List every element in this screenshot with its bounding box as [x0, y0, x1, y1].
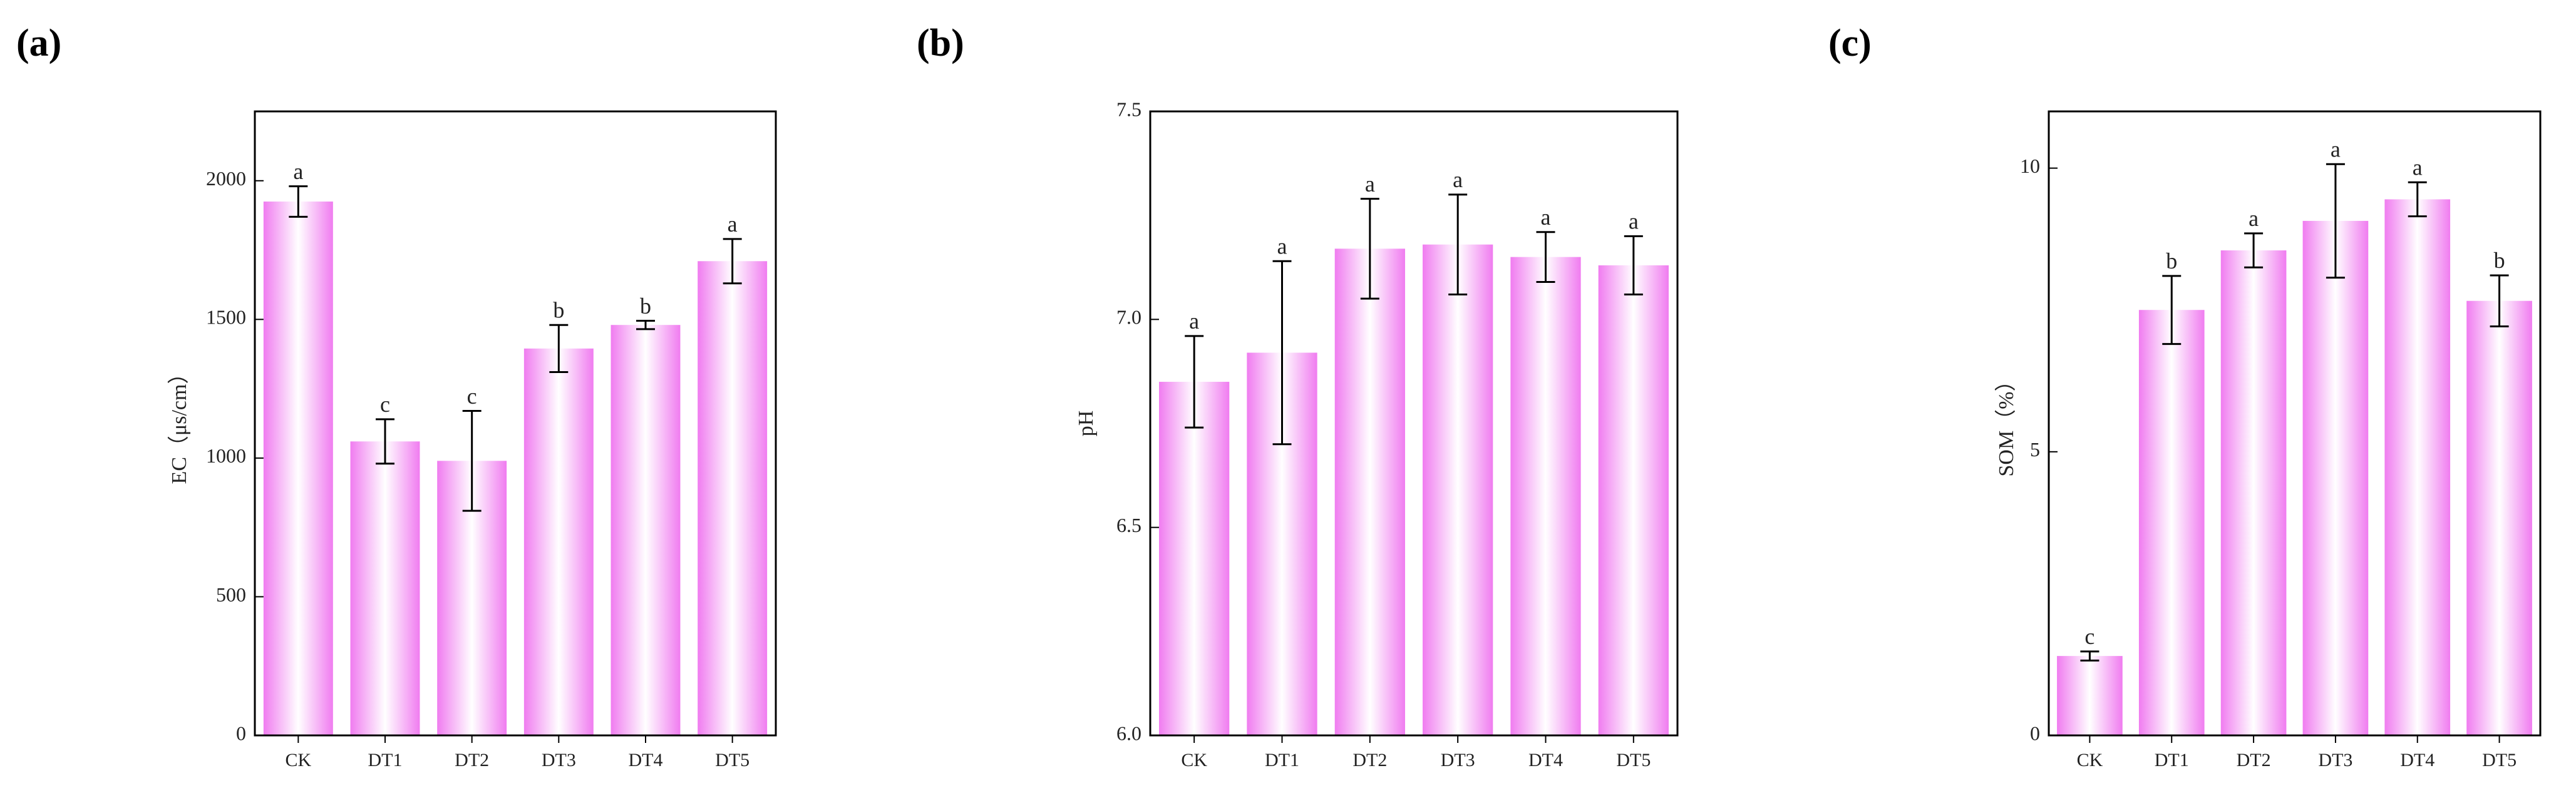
- plot-frame: [2048, 110, 2542, 737]
- y-tick-label: 0: [236, 722, 246, 744]
- x-tick-label: DT1: [1265, 750, 1299, 770]
- x-tick-label: DT2: [1352, 750, 1387, 770]
- plot-frame: [1149, 110, 1679, 737]
- significance-label: a: [1453, 167, 1463, 192]
- significance-label: a: [728, 212, 738, 237]
- bar: [1598, 265, 1669, 736]
- x-tick-label: CK: [2077, 750, 2103, 770]
- bar: [2138, 310, 2205, 735]
- bar: [2466, 300, 2532, 735]
- significance-label: c: [380, 392, 390, 417]
- x-tick-label: DT3: [542, 750, 576, 770]
- significance-label: a: [1189, 309, 1199, 334]
- x-tick-label: DT3: [2318, 750, 2352, 770]
- y-tick-label: 6.5: [1116, 514, 1141, 536]
- y-tick-label: 7.5: [1116, 98, 1141, 120]
- bar: [523, 348, 594, 735]
- bar: [2057, 656, 2123, 735]
- y-tick-label: 1000: [206, 444, 246, 467]
- x-tick-label: DT4: [629, 750, 663, 770]
- y-axis-label: EC（μs/cm）: [167, 363, 191, 484]
- significance-label: b: [2166, 248, 2177, 274]
- y-tick-label: 2000: [206, 167, 246, 190]
- y-tick-label: 7.0: [1116, 306, 1141, 329]
- significance-label: b: [2494, 248, 2505, 273]
- bar: [2302, 220, 2369, 735]
- significance-label: a: [1277, 234, 1287, 259]
- bar: [263, 202, 333, 735]
- panel-label: (b): [917, 22, 964, 64]
- x-tick-label: DT4: [2400, 750, 2434, 770]
- bar: [1423, 244, 1493, 735]
- y-tick-label: 500: [216, 583, 246, 606]
- x-tick-label: DT5: [715, 750, 750, 770]
- x-tick-label: CK: [285, 750, 311, 770]
- y-axis-label: pH: [1074, 411, 1098, 437]
- significance-label: a: [2331, 137, 2341, 162]
- x-tick-label: DT1: [2155, 750, 2189, 770]
- panel-label: (c): [1828, 22, 1872, 64]
- x-tick-label: DT2: [2237, 750, 2271, 770]
- plot-frame: [254, 110, 777, 737]
- significance-label: a: [2413, 155, 2423, 180]
- bar: [611, 325, 681, 735]
- x-tick-label: DT5: [1616, 750, 1651, 770]
- x-tick-label: DT4: [1528, 750, 1563, 770]
- y-tick-label: 1500: [206, 306, 246, 329]
- bar: [698, 261, 768, 735]
- x-tick-label: CK: [1181, 750, 1207, 770]
- bar: [2384, 199, 2451, 736]
- y-tick-label: 6.0: [1116, 722, 1141, 744]
- x-tick-label: DT2: [455, 750, 489, 770]
- bar: [2220, 250, 2287, 735]
- panel-label: (a): [16, 22, 61, 64]
- significance-label: a: [1365, 171, 1375, 197]
- significance-label: a: [1629, 209, 1639, 234]
- bar: [1510, 257, 1581, 736]
- significance-label: a: [1541, 205, 1551, 230]
- significance-label: a: [2249, 206, 2259, 231]
- significance-label: b: [640, 294, 651, 319]
- bar: [350, 441, 420, 735]
- significance-label: b: [553, 297, 564, 322]
- significance-label: a: [293, 159, 303, 184]
- y-tick-label: 5: [2030, 438, 2040, 461]
- significance-label: c: [2084, 624, 2094, 649]
- y-axis-label: SOM（%）: [1994, 370, 2018, 476]
- x-tick-label: DT3: [1441, 750, 1475, 770]
- bar: [1334, 248, 1405, 736]
- x-tick-label: DT1: [368, 750, 403, 770]
- y-tick-label: 0: [2030, 722, 2040, 744]
- bar: [1159, 382, 1230, 735]
- significance-label: c: [467, 384, 477, 409]
- x-tick-label: DT5: [2482, 750, 2517, 770]
- y-tick-label: 10: [2020, 155, 2040, 177]
